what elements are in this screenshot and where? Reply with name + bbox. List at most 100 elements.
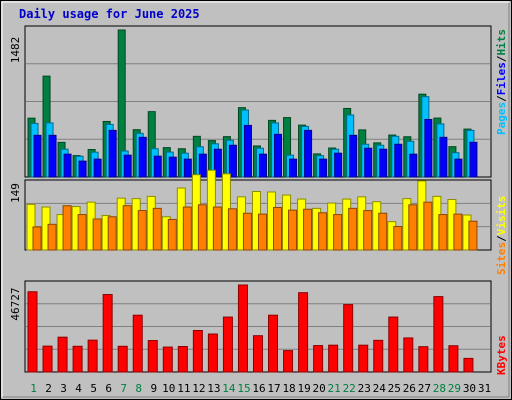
sites-bar — [182, 206, 192, 251]
pages-bar — [319, 158, 328, 178]
pages-bar — [349, 134, 358, 178]
sites-bar — [62, 205, 72, 251]
pages-bar — [334, 152, 343, 178]
pages-bar — [48, 134, 57, 178]
pages-bar — [93, 158, 102, 178]
day-label: 15 — [237, 382, 250, 395]
pages-bar — [364, 147, 373, 178]
sites-bar — [303, 208, 313, 251]
chart-title: Daily usage for June 2025 — [19, 7, 200, 21]
kbytes-bar — [27, 291, 38, 373]
pages-bar — [424, 118, 433, 178]
legend-part: / — [495, 55, 508, 62]
day-label: 13 — [207, 382, 220, 395]
kbytes-bar — [373, 339, 384, 373]
legend-part: Visits — [495, 196, 508, 236]
legend-part: KBytes — [495, 335, 508, 375]
kbytes-bar — [132, 314, 143, 373]
kbytes-bar — [207, 333, 218, 373]
day-label: 5 — [90, 382, 97, 395]
kbytes-panel-legend: KBytes — [495, 335, 508, 375]
kbytes-bar — [328, 344, 339, 373]
kbytes-bar — [222, 316, 233, 373]
day-label: 3 — [60, 382, 67, 395]
legend-part: / — [495, 95, 508, 102]
sites-bar — [393, 226, 403, 251]
kbytes-bar — [418, 346, 429, 373]
pages-bar — [304, 129, 313, 178]
kbytes-bar — [343, 304, 354, 373]
kbytes-bar — [463, 357, 474, 373]
legend-part: Hits — [495, 29, 508, 56]
kbytes-bar — [192, 329, 203, 373]
pages-bar — [454, 158, 463, 178]
sites-bar — [47, 223, 57, 251]
sites-bar — [137, 210, 147, 251]
sites-bar — [167, 218, 177, 251]
pages-bar — [258, 153, 267, 178]
sites-bar — [363, 210, 373, 251]
sites-bar — [257, 213, 267, 251]
sites-bar — [333, 214, 343, 251]
day-label: 4 — [75, 382, 82, 395]
sites-bar — [152, 207, 162, 251]
day-label: 21 — [328, 382, 341, 395]
day-label: 19 — [297, 382, 310, 395]
kbytes-bar — [57, 336, 68, 373]
day-label: 1 — [30, 382, 37, 395]
kbytes-bar — [313, 345, 324, 373]
pages-bar — [153, 155, 162, 178]
pages-bar — [213, 148, 222, 178]
day-label: 31 — [478, 382, 491, 395]
kbytes-bar — [87, 339, 98, 373]
sites-bar — [92, 218, 102, 251]
visits-panel-legend: Sites/Visits — [495, 196, 508, 276]
visits-ymax-label: 149 — [9, 183, 22, 203]
kbytes-bar — [388, 316, 399, 373]
pages-bar — [409, 153, 418, 178]
day-label: 29 — [448, 382, 461, 395]
day-label: 16 — [252, 382, 265, 395]
legend-part: Files — [495, 62, 508, 95]
sites-bar — [318, 212, 328, 251]
hits-panel-legend: Pages/Files/Hits — [495, 29, 508, 135]
kbytes-bar — [358, 344, 369, 373]
sites-bar — [122, 205, 132, 251]
day-label: 7 — [120, 382, 127, 395]
day-label: 2 — [45, 382, 52, 395]
kbytes-bar — [268, 314, 279, 373]
sites-bar — [468, 220, 478, 251]
kbytes-bar — [102, 294, 113, 373]
day-label: 26 — [403, 382, 416, 395]
legend-part: Pages — [495, 102, 508, 135]
panels — [24, 25, 492, 373]
kbytes-bar — [42, 345, 53, 373]
hits-ymax-label: 1482 — [9, 37, 22, 64]
sites-bar — [408, 204, 418, 251]
pages-bar — [168, 156, 177, 178]
pages-bar — [394, 143, 403, 178]
day-label: 24 — [373, 382, 387, 395]
sites-bar — [348, 207, 358, 251]
sites-bar — [453, 213, 463, 251]
day-label: 17 — [267, 382, 280, 395]
kbytes-bar — [237, 284, 248, 373]
day-label: 6 — [105, 382, 112, 395]
day-label: 22 — [343, 382, 356, 395]
pages-bar — [289, 158, 298, 178]
sites-bar — [32, 226, 42, 251]
legend-part: Sites — [495, 242, 508, 275]
sites-bar — [197, 204, 207, 251]
day-label: 14 — [222, 382, 236, 395]
pages-bar — [274, 133, 283, 178]
kbytes-bar — [252, 335, 263, 373]
day-label: 9 — [150, 382, 157, 395]
pages-bar — [108, 129, 117, 178]
day-label: 23 — [358, 382, 371, 395]
day-label: 18 — [282, 382, 295, 395]
kbytes-bar — [283, 350, 294, 373]
kbytes-bar — [117, 345, 128, 373]
pages-bar — [379, 148, 388, 178]
pages-bar — [228, 144, 237, 178]
pages-bar — [138, 136, 147, 178]
